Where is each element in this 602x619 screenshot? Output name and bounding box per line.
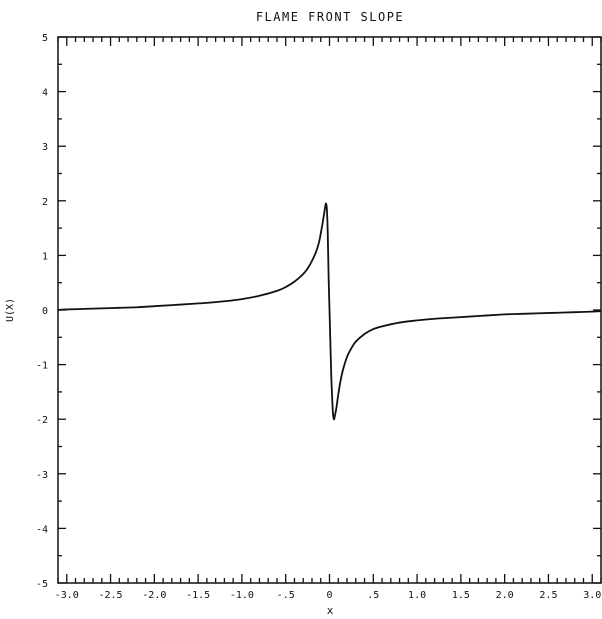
plot-frame [57,36,602,584]
x-tick-label: .5 [367,590,379,601]
y-tick-label: -3 [36,470,48,481]
series-line-u-of-x [57,202,602,421]
y-tick-label: -2 [36,415,48,426]
x-tick-label: 3.0 [583,590,601,601]
y-axis-label: U(X) [5,298,16,322]
x-tick-label: -3.0 [55,590,79,601]
y-tick-label: -1 [36,361,48,372]
x-axis-label: x [327,604,334,617]
y-tick-label: 3 [42,142,48,153]
x-tick-label: -1.5 [186,590,210,601]
x-tick-label: 1.0 [408,590,426,601]
y-tick-label: -4 [36,524,48,535]
y-tick-label: 4 [42,88,48,99]
x-tick-label: 2.5 [539,590,557,601]
x-tick-label: 2.0 [496,590,514,601]
axis-ticks [57,36,602,584]
y-tick-label: 5 [42,33,48,44]
y-tick-label: 2 [42,197,48,208]
x-tick-label: 0 [326,590,332,601]
chart-title: FLAME FRONT SLOPE [256,10,404,24]
x-tick-label: -1.0 [230,590,254,601]
y-tick-label: -5 [36,579,48,590]
x-tick-label: -2.5 [99,590,123,601]
y-tick-label: 1 [42,251,48,262]
x-tick-label: 1.5 [452,590,470,601]
x-tick-label: -.5 [277,590,295,601]
axis-tick-labels: -3.0 -2.5 -2.0 -1.5 -1.0 -.5 0 .5 1.0 1.5 2.0 2.5 3.… [36,33,601,601]
x-tick-label: -2.0 [142,590,166,601]
y-tick-label: 0 [42,306,48,317]
